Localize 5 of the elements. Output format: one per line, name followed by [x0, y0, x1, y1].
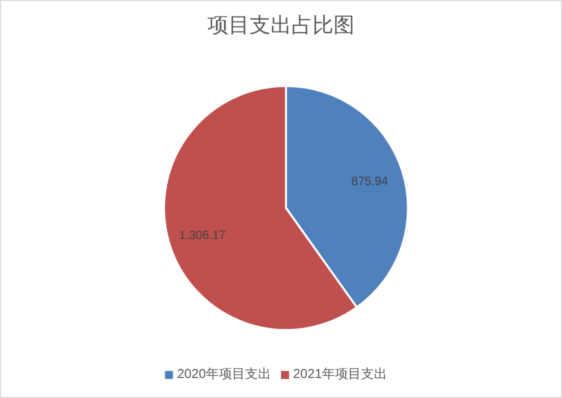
data-label: 1,306.17	[178, 228, 226, 242]
legend-label: 2020年项目支出	[177, 366, 271, 381]
chart-title: 项目支出占比图	[206, 13, 356, 39]
legend-label: 2021年项目支出	[293, 366, 387, 381]
data-label: 875.94	[351, 174, 388, 188]
